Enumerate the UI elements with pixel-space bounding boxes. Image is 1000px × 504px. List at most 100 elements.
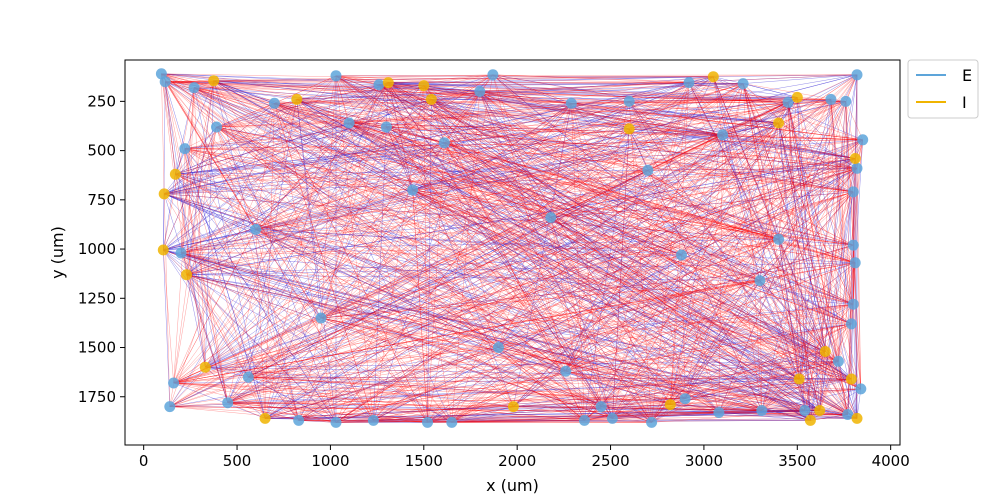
point-e-54 bbox=[315, 312, 327, 324]
point-e-5 bbox=[487, 69, 499, 81]
point-i-23 bbox=[199, 361, 211, 373]
point-e-49 bbox=[832, 355, 844, 367]
point-e-11 bbox=[438, 137, 450, 149]
point-e-19 bbox=[842, 409, 854, 420]
point-i-17 bbox=[507, 401, 519, 413]
point-e-50 bbox=[211, 121, 222, 133]
x-tick-label-3000: 3000 bbox=[685, 452, 723, 470]
point-e-47 bbox=[799, 405, 811, 416]
point-i-11 bbox=[425, 93, 437, 105]
point-e-15 bbox=[849, 257, 861, 269]
point-e-48 bbox=[754, 275, 766, 287]
point-e-8 bbox=[851, 69, 863, 81]
point-e-35 bbox=[840, 95, 852, 107]
point-i-6 bbox=[851, 412, 863, 424]
x-tick-label-2500: 2500 bbox=[591, 452, 629, 470]
x-tick-label-2000: 2000 bbox=[498, 452, 536, 470]
neuron-points-layer bbox=[155, 68, 869, 428]
point-e-12 bbox=[851, 162, 863, 174]
excitatory-connection-lines bbox=[161, 73, 863, 423]
y-tick-label-500: 500 bbox=[87, 142, 116, 160]
point-e-4 bbox=[373, 79, 385, 91]
point-e-22 bbox=[330, 416, 342, 428]
point-e-45 bbox=[679, 393, 691, 405]
point-e-55 bbox=[493, 342, 504, 353]
point-i-12 bbox=[849, 153, 861, 164]
point-e-7 bbox=[737, 78, 749, 90]
point-i-2 bbox=[418, 80, 430, 92]
point-e-30 bbox=[474, 86, 486, 97]
inhibitory-connection-lines bbox=[161, 73, 863, 423]
point-e-46 bbox=[756, 405, 768, 416]
point-e-14 bbox=[847, 239, 859, 251]
point-e-39 bbox=[380, 121, 392, 133]
legend: E I bbox=[907, 59, 979, 119]
point-e-34 bbox=[825, 93, 837, 105]
point-i-0 bbox=[208, 75, 220, 87]
point-e-36 bbox=[175, 247, 187, 259]
x-tick-label-500: 500 bbox=[223, 452, 252, 470]
point-e-10 bbox=[179, 143, 191, 155]
point-e-27 bbox=[606, 412, 618, 424]
x-axis-ticks: 0 500 1000 1500 2000 2500 3000 3500 4000 bbox=[139, 445, 910, 470]
point-e-42 bbox=[242, 371, 254, 383]
point-e-57 bbox=[717, 129, 729, 141]
point-e-29 bbox=[713, 407, 725, 418]
point-i-10 bbox=[291, 93, 303, 105]
point-e-25 bbox=[446, 416, 458, 428]
point-e-21 bbox=[293, 414, 305, 426]
point-e-44 bbox=[595, 401, 607, 413]
point-e-52 bbox=[545, 212, 557, 223]
connection-lines-layer bbox=[161, 73, 863, 423]
point-i-3 bbox=[707, 71, 719, 83]
point-e-13 bbox=[847, 186, 859, 198]
plot-area-frame bbox=[124, 59, 901, 446]
point-e-51 bbox=[407, 184, 419, 196]
point-i-1 bbox=[382, 77, 394, 89]
point-i-19 bbox=[793, 373, 805, 385]
y-axis-label: y (um) bbox=[48, 226, 67, 279]
point-i-7 bbox=[804, 414, 816, 426]
point-i-21 bbox=[773, 117, 785, 129]
point-e-26 bbox=[578, 414, 590, 426]
point-e-20 bbox=[164, 401, 176, 413]
point-e-17 bbox=[845, 318, 857, 330]
y-tick-label-250: 250 bbox=[87, 92, 116, 110]
x-tick-label-1000: 1000 bbox=[311, 452, 349, 470]
x-tick-label-0: 0 bbox=[139, 452, 149, 470]
point-e-38 bbox=[343, 117, 355, 129]
point-e-31 bbox=[565, 97, 577, 109]
point-e-1 bbox=[159, 76, 171, 88]
y-axis-ticks: 250 500 750 1000 1250 1500 1750 bbox=[78, 92, 125, 406]
point-e-56 bbox=[642, 164, 654, 176]
point-e-58 bbox=[250, 223, 262, 235]
y-tick-label-1000: 1000 bbox=[78, 240, 116, 258]
point-e-40 bbox=[268, 97, 280, 109]
point-e-53 bbox=[676, 249, 687, 261]
point-e-6 bbox=[683, 77, 695, 89]
x-tick-label-1500: 1500 bbox=[405, 452, 443, 470]
point-e-32 bbox=[623, 95, 635, 107]
point-e-41 bbox=[222, 397, 234, 409]
point-i-4 bbox=[158, 188, 170, 200]
point-i-9 bbox=[791, 91, 803, 103]
point-i-22 bbox=[169, 168, 181, 180]
point-e-16 bbox=[847, 298, 859, 310]
y-tick-label-1750: 1750 bbox=[78, 388, 116, 406]
point-e-28 bbox=[646, 416, 658, 428]
point-e-59 bbox=[773, 233, 785, 245]
point-i-5 bbox=[157, 244, 169, 256]
point-e-18 bbox=[855, 383, 867, 395]
x-tick-label-4000: 4000 bbox=[872, 452, 910, 470]
x-tick-label-3500: 3500 bbox=[778, 452, 816, 470]
point-i-8 bbox=[259, 412, 271, 424]
point-e-3 bbox=[330, 70, 342, 82]
point-i-14 bbox=[181, 269, 193, 281]
point-i-13 bbox=[845, 373, 857, 385]
point-e-37 bbox=[168, 377, 180, 389]
y-tick-label-750: 750 bbox=[87, 191, 116, 209]
point-e-2 bbox=[188, 82, 200, 94]
y-tick-label-1250: 1250 bbox=[78, 289, 116, 307]
